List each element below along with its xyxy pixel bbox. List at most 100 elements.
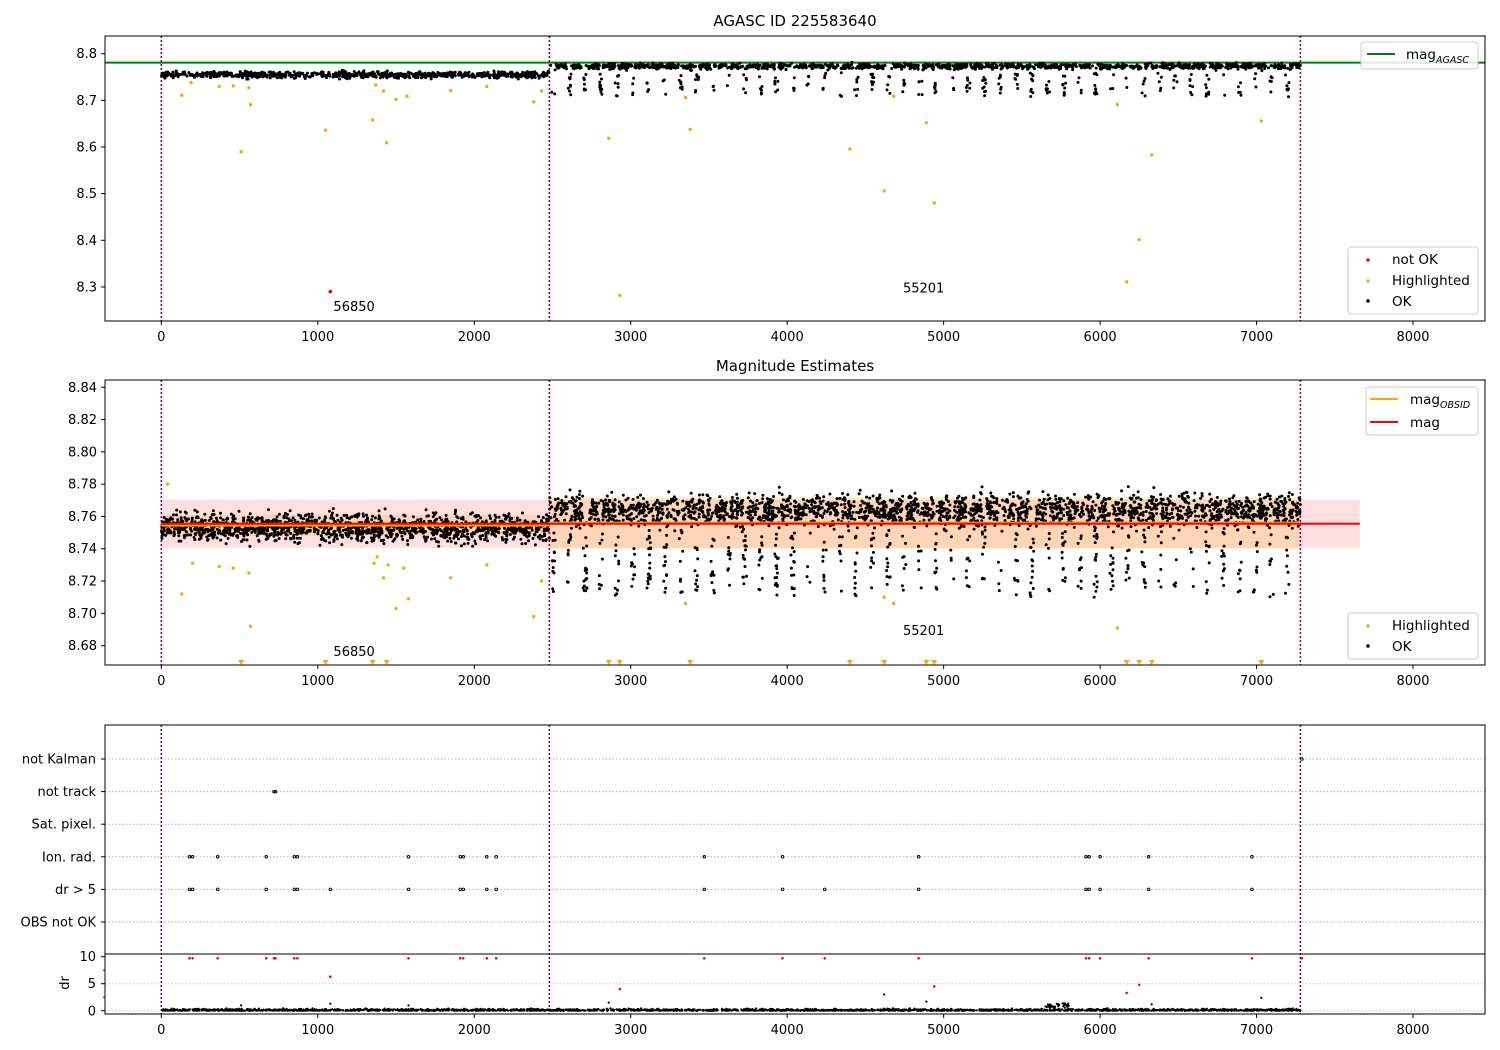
highlighted-point [239,150,243,154]
ok-point [1047,80,1051,83]
ok-point [322,538,326,542]
ok-point [1006,62,1010,66]
ok-point [545,513,548,517]
ok-point [736,496,739,500]
ok-point [213,530,217,534]
highlighted-point [1150,153,1154,157]
ok-point [1172,86,1176,90]
ok-point [963,63,967,67]
ok-point [695,578,699,582]
ok-point [690,68,693,72]
ok-point [475,529,478,533]
ok-point [888,498,892,502]
ok-point [994,63,998,67]
ok-point [1075,505,1079,509]
ok-point [277,525,281,529]
highlighted-point [231,84,235,88]
ok-point [1285,564,1289,568]
ok-point [1112,73,1116,77]
ok-point [1210,65,1214,68]
ok-point [1269,75,1273,79]
ok-point [1188,63,1192,67]
ok-point [806,565,810,569]
ok-point [1047,66,1051,70]
ok-point [453,512,457,516]
ok-point [851,66,855,70]
ok-point [190,518,194,522]
ok-point [277,537,281,540]
legend-ok-label: OK [1392,294,1413,310]
ok-point [616,82,620,86]
ok-point [1269,90,1273,94]
ok-point [230,73,234,77]
ok-point [315,71,318,75]
ok-point [291,516,295,520]
ok-point [855,80,859,84]
ok-point [1161,65,1165,69]
ok-point [1204,92,1208,96]
ok-point [931,510,935,514]
ok-point [645,586,649,590]
ok-point [1159,585,1163,589]
ok-point [820,515,824,519]
ok-point [462,534,466,538]
ok-point [1189,514,1192,518]
ok-point [369,536,373,540]
ok-point [948,503,952,507]
ok-point [798,63,802,67]
ok-point [568,83,572,87]
ok-point [643,66,647,69]
annotation-label: 55201 [903,282,944,297]
ok-point [1114,65,1118,69]
ok-point [395,534,399,538]
ok-point [527,531,531,535]
ok-point [980,519,984,523]
ok-point [216,528,220,532]
ok-point [456,516,460,520]
ok-point [631,82,635,86]
ok-point [1234,500,1238,504]
ok-point [531,536,535,540]
ok-point [971,66,975,70]
ok-point [336,72,340,76]
ok-point [1180,66,1184,70]
ok-point [242,532,246,536]
highlighted-point [932,201,936,205]
ok-point [828,63,832,67]
ok-point [408,536,412,540]
ok-point [525,535,529,539]
ok-point [410,72,414,76]
ok-point [1173,584,1177,588]
ok-point [742,73,746,77]
ok-point [608,68,612,71]
ok-point [197,530,201,534]
ok-point [664,65,668,68]
ok-point [1161,61,1165,65]
ok-point [983,528,987,532]
ok-point [725,84,729,88]
ok-point [406,543,410,546]
ok-point [441,534,445,538]
ok-point [1285,554,1289,558]
ok-point [692,65,696,69]
ok-point [983,535,987,539]
ok-point [239,71,243,75]
ok-point [924,66,928,70]
ok-point [983,94,987,98]
ok-point [974,65,978,69]
ok-point [1204,83,1208,87]
ok-point [932,65,936,69]
ok-point [247,528,251,532]
ok-point [475,72,479,76]
ok-point [514,528,518,532]
ok-point [600,77,603,81]
ok-point [913,67,916,71]
ok-point [793,65,796,69]
ok-point [160,537,164,540]
ok-point [433,75,437,79]
ok-point [260,516,264,520]
ok-point [161,520,164,524]
ok-point [595,67,599,70]
ok-point [485,71,489,75]
ok-point [584,73,588,76]
